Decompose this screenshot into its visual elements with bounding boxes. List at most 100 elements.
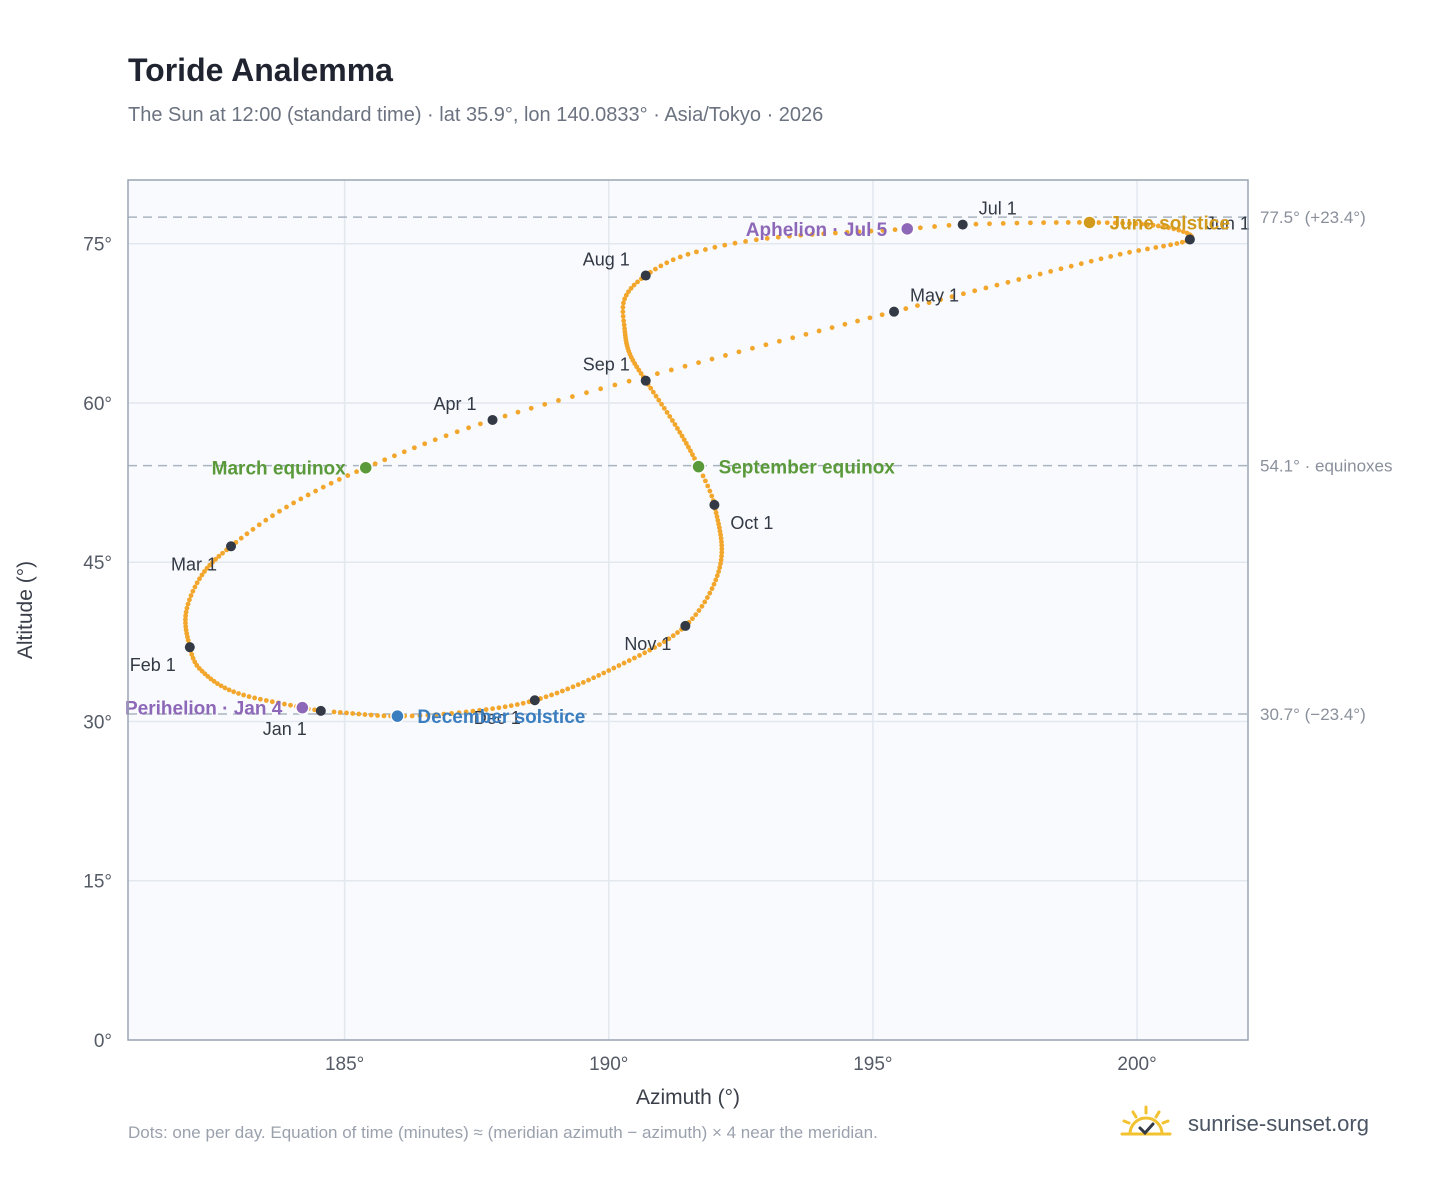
daily-sun-dot [709, 586, 715, 592]
daily-sun-dot [702, 599, 708, 605]
daily-sun-dot [543, 694, 549, 700]
daily-sun-dot [844, 229, 850, 235]
daily-sun-dot [661, 405, 667, 411]
reference-line-label: 54.1° · equinoxes [1260, 457, 1393, 476]
daily-sun-dot [1179, 239, 1185, 245]
daily-sun-dot [1133, 221, 1139, 227]
daily-sun-dot [626, 289, 631, 295]
daily-sun-dot [328, 480, 334, 486]
daily-sun-dot [350, 711, 356, 716]
daily-sun-dot [1171, 226, 1177, 232]
daily-sun-dot [1184, 230, 1190, 236]
daily-sun-dot [432, 437, 438, 443]
daily-sun-dot [185, 601, 191, 607]
daily-sun-dot [718, 535, 724, 541]
daily-sun-dot [700, 473, 706, 479]
daily-sun-dot [1145, 246, 1150, 252]
daily-sun-dot [368, 712, 374, 718]
daily-sun-dot [1048, 268, 1054, 274]
daily-sun-dot [1016, 277, 1022, 282]
daily-sun-dot [666, 636, 672, 642]
daily-sun-dot [683, 441, 689, 446]
daily-sun-dot [241, 692, 247, 698]
daily-sun-dot [718, 561, 723, 567]
daily-sun-dot [713, 510, 719, 516]
event-marker [358, 460, 373, 475]
daily-sun-dot [282, 701, 287, 707]
daily-sun-dot [184, 605, 190, 611]
daily-sun-dot [702, 478, 708, 484]
daily-sun-dot [716, 525, 722, 530]
daily-sun-dot [719, 546, 725, 552]
daily-sun-dot [715, 517, 721, 523]
month-markers: Jan 1 Feb 1 Mar 1 Apr 1 May 1 Jun 1 Jul 1 Aug 1… [130, 199, 1250, 739]
daily-sun-dot [892, 227, 898, 233]
daily-sun-dot [554, 690, 560, 696]
month-marker [184, 642, 195, 653]
daily-sun-dot [1139, 221, 1145, 227]
y-tick-label: 60° [83, 394, 112, 415]
daily-sun-dot [620, 304, 626, 310]
daily-sun-dot [621, 318, 627, 324]
daily-sun-dot [277, 508, 282, 514]
daily-sun-dot [707, 488, 713, 494]
footnote: Dots: one per day. Equation of time (min… [128, 1123, 878, 1142]
daily-sun-dot [1145, 222, 1151, 228]
daily-sun-dot [719, 550, 725, 555]
daily-sun-dot [612, 382, 618, 388]
daily-sun-dot [375, 713, 380, 718]
daily-sun-dot [1117, 251, 1123, 257]
daily-sun-dot [803, 331, 809, 337]
daily-sun-dot [855, 318, 860, 324]
daily-sun-dot [658, 263, 664, 269]
x-axis-ticks: 185° 190° 195° 200° [325, 1054, 1157, 1075]
daily-sun-dot [556, 398, 561, 403]
daily-sun-dot [642, 650, 648, 656]
month-marker [709, 499, 720, 510]
month-marker-label: Jun 1 [1206, 213, 1250, 233]
daily-sun-dot [743, 238, 748, 244]
month-marker-label: Aug 1 [583, 250, 630, 270]
daily-sun-dot [528, 405, 534, 411]
month-marker [487, 414, 498, 425]
daily-sun-dot [714, 573, 720, 579]
daily-sun-dot [983, 285, 989, 291]
daily-sun-dot [298, 496, 304, 502]
daily-sun-dot [183, 617, 188, 622]
daily-sun-dot [216, 553, 222, 559]
daily-sun-dot [932, 224, 937, 229]
daily-sun-dot [699, 603, 705, 609]
daily-sun-dot [626, 658, 632, 663]
daily-sun-dot [716, 569, 722, 574]
daily-sun-dot [570, 394, 575, 399]
daily-sun-dot [717, 565, 723, 570]
daily-sun-dot [502, 413, 508, 419]
event-marker [691, 459, 706, 474]
daily-sun-dot [696, 608, 702, 613]
month-marker-label: May 1 [910, 286, 959, 306]
daily-sun-dot [717, 528, 723, 534]
daily-sun-dot [1150, 222, 1156, 228]
daily-sun-dot [192, 584, 198, 590]
daily-sun-dot [549, 692, 554, 698]
daily-sun-dot [709, 493, 715, 499]
daily-sun-dot [1127, 221, 1132, 226]
daily-sun-dot [502, 704, 508, 710]
daily-sun-dot [275, 700, 281, 706]
daily-sun-dot [336, 477, 342, 482]
daily-sun-dot [696, 360, 701, 366]
daily-sun-dot [763, 342, 769, 348]
daily-sun-dot [559, 688, 565, 694]
daily-sun-dot [1155, 223, 1161, 229]
daily-sun-dot [917, 225, 923, 231]
daily-sun-dot [194, 580, 200, 586]
y-tick-label: 0° [94, 1031, 112, 1052]
daily-sun-dot [856, 229, 862, 235]
event-marker [1082, 215, 1097, 230]
daily-sun-dot [598, 386, 604, 392]
daily-sun-dot [320, 484, 326, 490]
brand[interactable]: sunrise-sunset.org [1118, 1102, 1369, 1146]
daily-sun-dot [718, 532, 723, 538]
daily-sun-dot [620, 309, 626, 315]
daily-sun-dot [867, 315, 873, 321]
